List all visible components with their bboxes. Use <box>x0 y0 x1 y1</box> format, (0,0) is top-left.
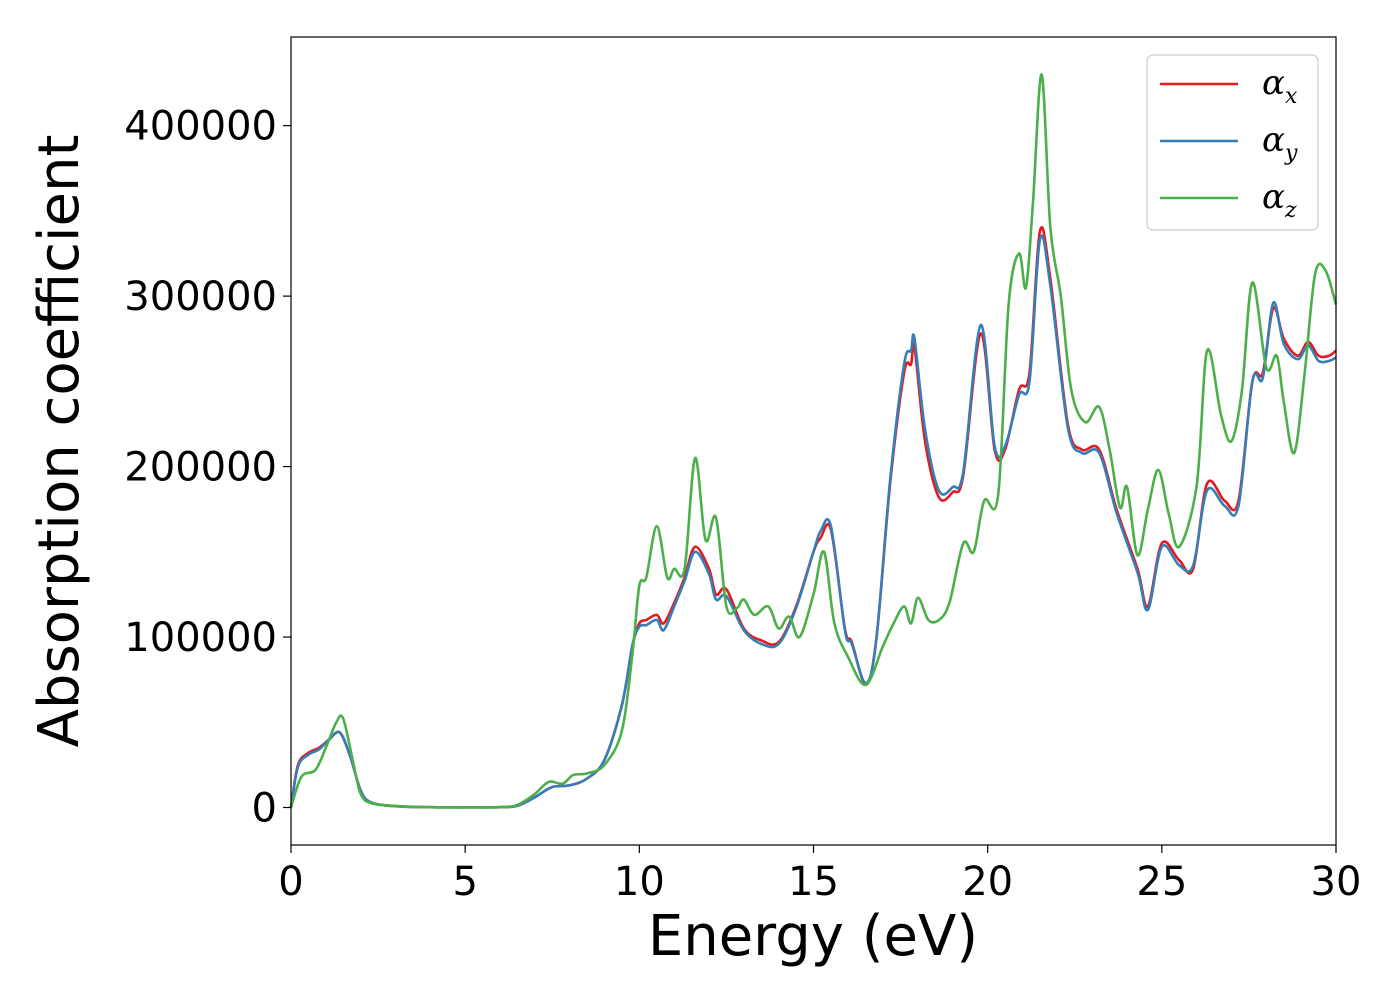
legend-box <box>1146 54 1319 231</box>
y-tick-label: 300000 <box>124 274 277 320</box>
y-tick-label: 100000 <box>124 615 277 661</box>
x-tick-label: 25 <box>1136 859 1187 905</box>
legend: αx αy αz <box>1146 54 1319 231</box>
y-tick-label: 400000 <box>124 104 277 150</box>
x-axis: 0 5 10 15 20 25 30 <box>278 845 1361 905</box>
x-tick-label: 20 <box>962 859 1013 905</box>
legend-label-x: αx <box>1262 63 1298 109</box>
x-axis-title: Energy (eV) <box>648 904 978 969</box>
y-tick-label: 200000 <box>124 445 277 491</box>
y-axis: 0 100000 200000 300000 400000 <box>124 104 291 831</box>
legend-label-y: αy <box>1262 120 1298 166</box>
series-line-x <box>289 226 1337 809</box>
x-tick-label: 30 <box>1311 859 1362 905</box>
x-tick-label: 15 <box>788 859 839 905</box>
x-tick-label: 0 <box>278 859 303 905</box>
series-line-z <box>289 73 1338 809</box>
plot-lines <box>289 73 1338 809</box>
y-tick-label: 0 <box>252 785 277 831</box>
legend-label-z: αz <box>1262 177 1297 223</box>
x-tick-label: 10 <box>614 859 665 905</box>
series-line-y <box>289 234 1337 809</box>
x-tick-label: 5 <box>452 859 477 905</box>
y-axis-title: Absorption coefficient <box>27 135 92 748</box>
